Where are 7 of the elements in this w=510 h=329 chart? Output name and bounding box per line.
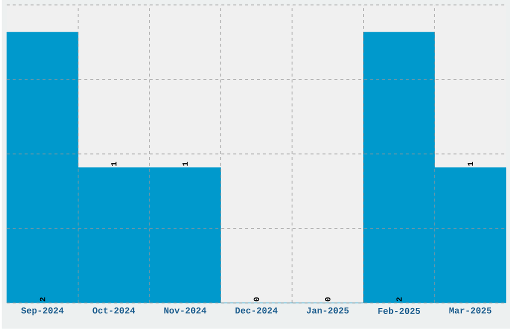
x-tick-label: Feb-2025 — [378, 308, 420, 314]
x-tick-label: Dec-2024 — [236, 308, 278, 314]
x-tick-label: Jan-2025 — [306, 308, 349, 314]
x-tick-label: Oct-2024 — [92, 308, 135, 314]
x-tick-label: Nov-2024 — [164, 308, 206, 314]
x-tick-label: Mar-2025 — [449, 308, 492, 314]
x-tick-label: Sep-2024 — [21, 308, 64, 316]
